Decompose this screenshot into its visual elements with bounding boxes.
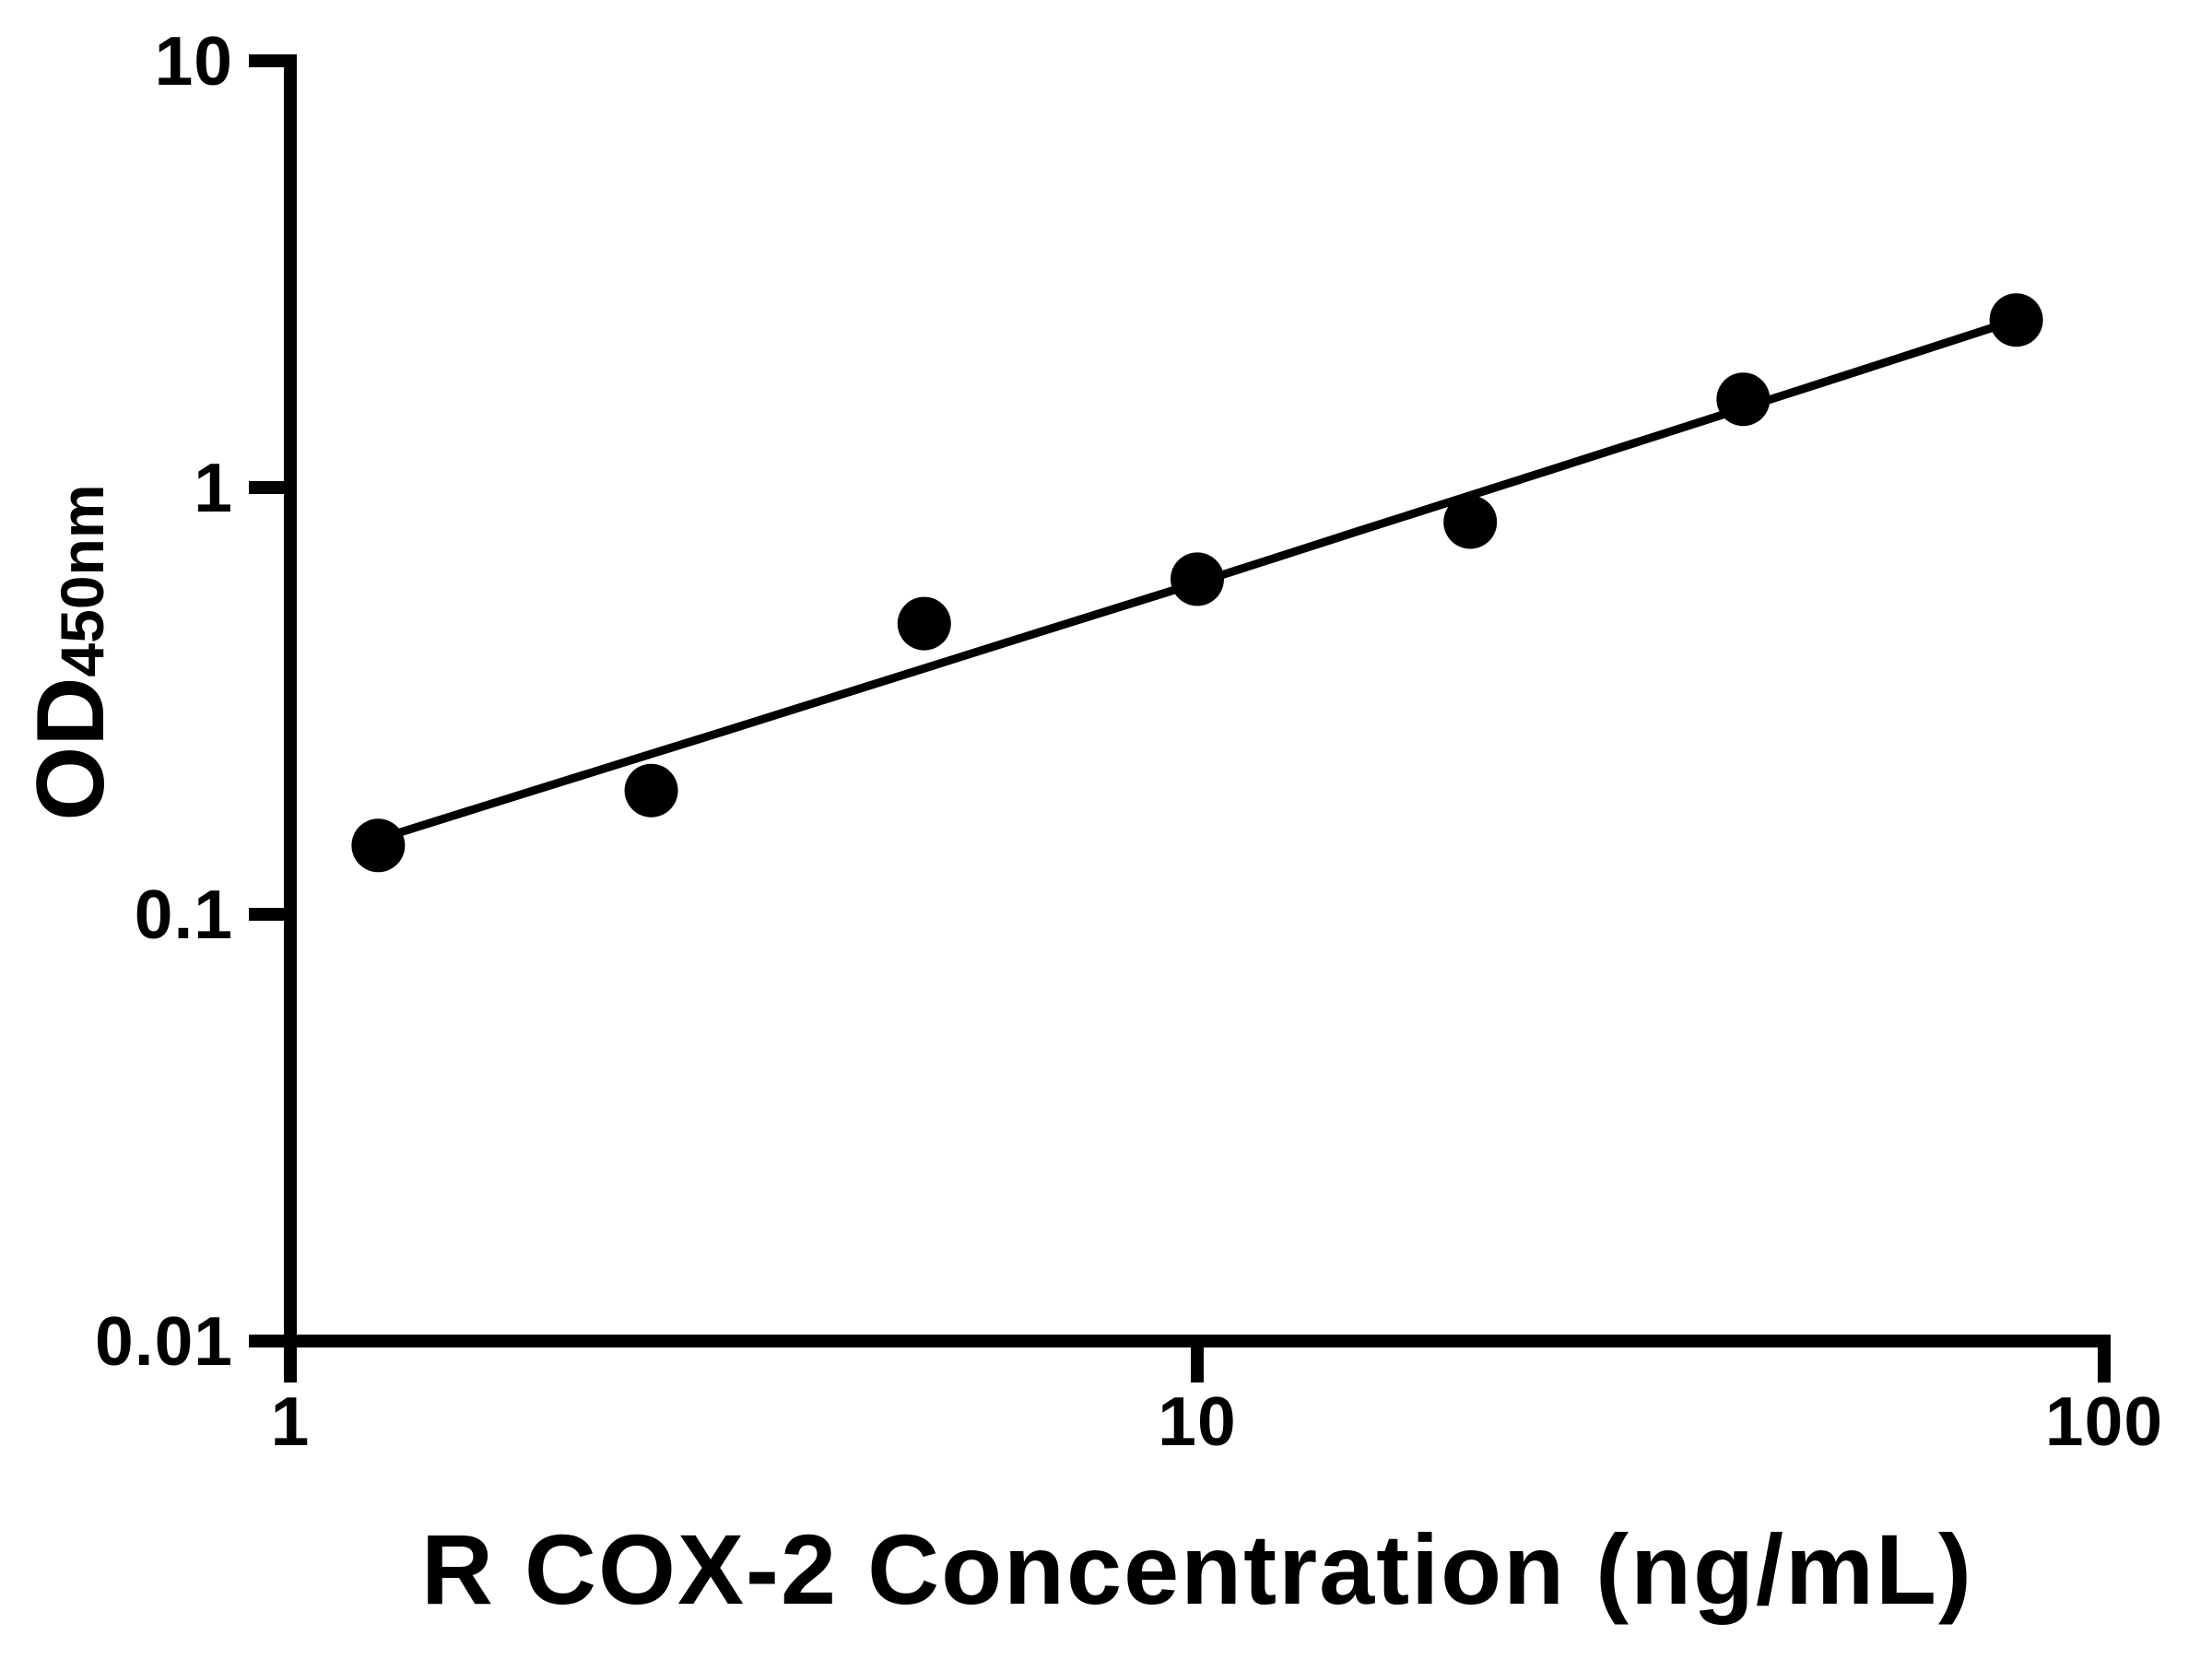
data-point <box>351 818 406 873</box>
data-point <box>897 596 951 651</box>
y-axis-title: OD450nm <box>18 484 124 820</box>
axes-layer <box>284 54 2111 1347</box>
axis-spine <box>284 54 2111 1347</box>
y-axis-title-subscript: 450nm <box>48 484 116 677</box>
y-tick-label: 0.01 <box>95 1302 233 1380</box>
tick-layer: 10 1 0.1 0.01 1 10 100 <box>95 22 2163 1460</box>
data-point <box>1989 293 2043 347</box>
plot-layer <box>351 293 2043 873</box>
y-tick-label: 10 <box>155 22 233 100</box>
y-tick-label: 0.1 <box>135 876 233 953</box>
data-point <box>1716 372 1771 427</box>
data-point <box>624 763 678 818</box>
y-axis-title-main: OD <box>18 677 124 821</box>
y-tick-label: 1 <box>194 449 233 526</box>
x-tick-label: 100 <box>2045 1382 2163 1460</box>
data-point <box>1443 495 1498 549</box>
x-tick-label: 1 <box>271 1382 311 1460</box>
x-tick-label: 10 <box>1158 1382 1236 1460</box>
data-point <box>1171 552 1224 606</box>
x-axis-title: R COX-2 Concentration (ng/mL) <box>421 1513 1973 1625</box>
